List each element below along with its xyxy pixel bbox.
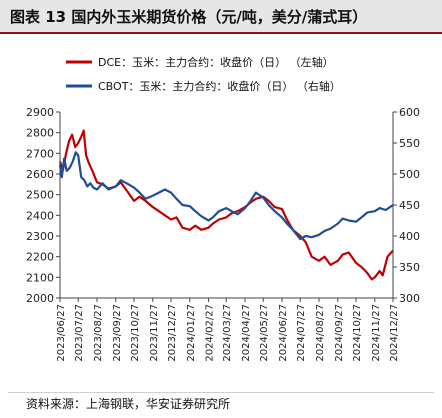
left-tick-label: 2100 [26,271,54,284]
left-tick-label: 2000 [26,292,54,305]
left-tick-label: 2600 [26,168,54,181]
left-axis: 2000 2100 2200 2300 2400 2500 2600 2700 2800 2900 [26,106,61,305]
left-tick-label: 2900 [26,106,54,119]
x-tick-label: 2024/02/27 [205,304,216,362]
left-tick-label: 2800 [26,127,54,140]
left-tick-label: 2500 [26,189,54,202]
x-tick-label: 2023/07/27 [74,304,85,362]
right-tick-label: 500 [399,168,420,181]
footer: 资料来源：上海钢联，华安证券研究所 [8,392,434,417]
x-tick-label: 2024/08/27 [315,304,326,362]
right-tick-label: 450 [399,199,420,212]
x-tick-label: 2024/12/27 [389,304,400,362]
title-bar: 图表 13 国内外玉米期货价格（元/吨，美分/蒲式耳） [0,0,442,34]
x-tick-label: 2023/09/27 [112,304,123,362]
x-tick-label: 2023/11/27 [149,304,160,362]
x-tick-label: 2024/05/27 [259,304,270,362]
left-tick-label: 2200 [26,251,54,264]
plot-area [58,129,394,281]
right-axis: 300 350 400 450 500 550 600 [392,106,420,305]
right-tick-label: 600 [399,106,420,119]
x-tick-label: 2024/04/27 [241,304,252,362]
cbot-series-line [58,151,394,241]
x-tick-label: 2023/10/27 [130,304,141,362]
dce-legend-label: DCE：玉米：主力合约：收盘价（日） （左轴） [98,55,334,69]
x-tick-label: 2024/09/27 [334,304,345,362]
source-note: 资料来源：上海钢联，华安证券研究所 [26,397,231,411]
chart-title: 图表 13 国内外玉米期货价格（元/吨，美分/蒲式耳） [10,8,368,26]
x-tick-label: 2024/11/27 [371,304,382,362]
dce-series-line [58,129,394,281]
x-tick-label: 2023/12/27 [167,304,178,362]
x-tick-label: 2024/06/27 [278,304,289,362]
left-tick-label: 2400 [26,209,54,222]
right-tick-label: 550 [399,137,420,150]
right-tick-label: 400 [399,230,420,243]
line-chart: DCE：玉米：主力合约：收盘价（日） （左轴） CBOT：玉米：主力合约：收盘价（… [26,55,420,362]
x-tick-label: 2024/07/27 [296,304,307,362]
x-tick-label: 2024/03/27 [222,304,233,362]
right-tick-label: 300 [399,292,420,305]
x-tick-label: 2024/10/27 [352,304,363,362]
x-tick-label: 2023/08/27 [93,304,104,362]
x-tick-label: 2023/06/27 [56,304,67,362]
right-tick-label: 350 [399,261,420,274]
x-axis: 2023/06/27 2023/07/27 2023/08/27 2023/09/27… [56,297,400,362]
x-tick-label: 2024/01/27 [186,304,197,362]
legend: DCE：玉米：主力合约：收盘价（日） （左轴） CBOT：玉米：主力合约：收盘价（… [66,55,341,93]
left-tick-label: 2700 [26,147,54,160]
left-tick-label: 2300 [26,230,54,243]
cbot-legend-label: CBOT：玉米：主力合约：收盘价（日） （右轴） [98,79,341,93]
